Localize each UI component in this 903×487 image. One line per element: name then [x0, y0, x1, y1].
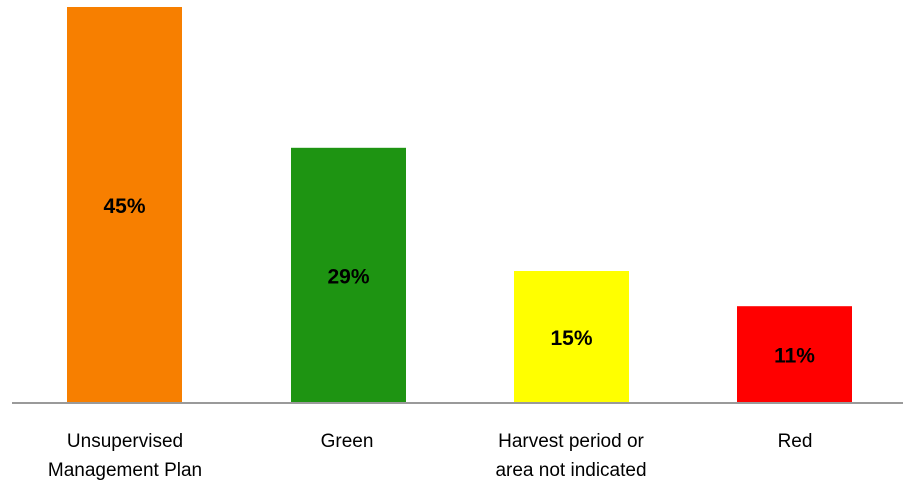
category-labels-group: Unsupervised Management Plan Green Harvest …: [48, 431, 813, 481]
category-label-2: Green: [321, 431, 374, 452]
category-label-1: Unsupervised Management Plan: [48, 431, 202, 481]
data-label-4: 11%: [774, 345, 815, 368]
bar-4: [737, 306, 852, 403]
category-label-line: Red: [778, 431, 813, 452]
category-label-line: area not indicated: [495, 460, 646, 481]
bars-group: [67, 7, 852, 403]
category-label-line: Management Plan: [48, 460, 202, 481]
category-label-line: Green: [321, 431, 374, 452]
data-label-1: 45%: [103, 195, 145, 218]
category-label-line: Harvest period or: [498, 431, 644, 452]
bar-2: [291, 147, 406, 403]
category-label-line: Unsupervised: [67, 431, 183, 452]
bar-1: [67, 7, 182, 403]
data-label-2: 29%: [327, 265, 369, 288]
data-labels-group: 45% 29% 15% 11%: [103, 195, 815, 368]
data-label-3: 15%: [550, 327, 592, 350]
bar-3: [514, 271, 629, 403]
category-label-4: Red: [778, 431, 813, 452]
category-label-3: Harvest period or area not indicated: [495, 431, 646, 481]
